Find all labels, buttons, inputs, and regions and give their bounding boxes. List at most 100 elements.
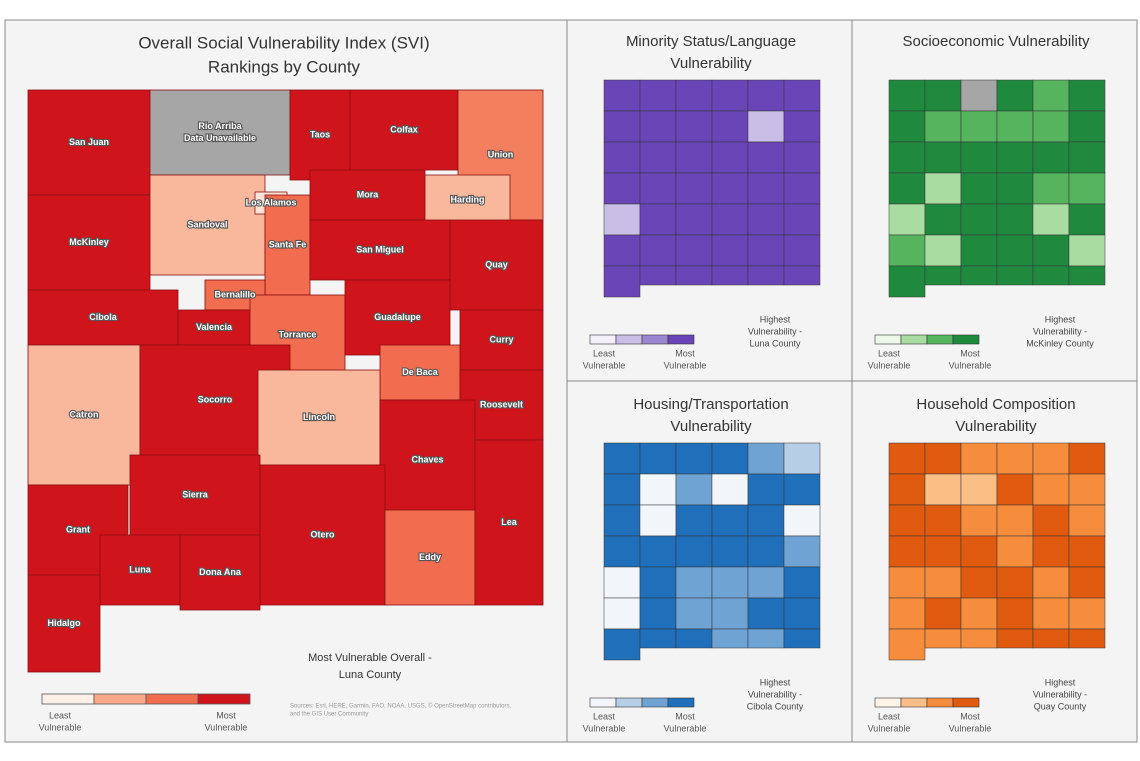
county-cell (1032, 628, 1070, 649)
legend-label: Vulnerable (205, 722, 248, 732)
county-cell (747, 79, 785, 112)
county-cell (603, 203, 641, 236)
county-cell (639, 172, 677, 205)
county-cell (996, 442, 1034, 475)
county-cell (960, 473, 998, 506)
county-label: Dona Ana (199, 567, 242, 577)
county-label: Bernalillo (214, 289, 256, 299)
county-cell (924, 234, 962, 267)
county-cell (639, 597, 677, 630)
county-cell (1068, 234, 1106, 267)
county-cell (1068, 172, 1106, 205)
county-cell (675, 265, 713, 286)
panel-annotation: Quay County (1034, 701, 1087, 711)
panel-annotation: Vulnerability - (748, 326, 802, 336)
panel-title: Housing/Transportation (633, 396, 788, 413)
county-label: Sierra (182, 489, 209, 499)
county-cell (603, 172, 641, 205)
legend-label: Vulnerable (868, 723, 911, 733)
county-cell (675, 110, 713, 143)
county-cell (711, 566, 749, 599)
county-cell (960, 79, 998, 112)
county-cell (639, 79, 677, 112)
county-cell (960, 265, 998, 286)
county-cell (783, 265, 821, 286)
county-label: Lincoln (303, 412, 335, 422)
county-cell (783, 597, 821, 630)
legend-label: Vulnerable (949, 723, 992, 733)
county-label: McKinley (69, 237, 109, 247)
source-text: and the GIS User Community (290, 712, 368, 718)
panel-annotation: Luna County (749, 338, 801, 348)
county-cell (996, 628, 1034, 649)
county-cell (603, 566, 641, 599)
panel-annotation: McKinley County (1026, 338, 1094, 348)
map-title: Overall Social Vulnerability Index (SVI) (138, 33, 429, 52)
county (27, 194, 151, 291)
county-cell (1032, 79, 1070, 112)
county-cell (747, 442, 785, 475)
county-cell (888, 597, 926, 630)
county-cell (747, 473, 785, 506)
panel-annotation: Vulnerability - (748, 689, 802, 699)
county-cell (711, 265, 749, 286)
county (449, 219, 544, 311)
county (309, 219, 451, 281)
county-cell (603, 265, 641, 298)
county-cell (711, 628, 749, 649)
county-cell (1068, 265, 1106, 286)
county-cell (603, 535, 641, 568)
county-label: Chaves (411, 454, 443, 464)
county-cell (783, 141, 821, 174)
legend-label: Least (49, 710, 72, 720)
county (27, 89, 151, 196)
county-cell (960, 597, 998, 630)
county-cell (1068, 110, 1106, 143)
legend-label: Least (593, 711, 616, 721)
county-cell (924, 504, 962, 537)
county-label: Rio Arriba (198, 121, 242, 131)
county-label: Valencia (196, 322, 233, 332)
county-cell (783, 234, 821, 267)
legend-label: Vulnerable (39, 722, 82, 732)
legend-label: Most (960, 711, 980, 721)
county-cell (783, 79, 821, 112)
county-label: Otero (310, 529, 335, 539)
county-label: Grant (66, 524, 90, 534)
county-cell (711, 535, 749, 568)
county-cell (960, 203, 998, 236)
legend-label: Vulnerable (949, 360, 992, 370)
county-cell (1032, 535, 1070, 568)
county-label: Catron (70, 409, 99, 419)
panel-title: Vulnerability (670, 55, 752, 72)
county (27, 289, 179, 346)
county-cell (711, 597, 749, 630)
legend-label: Most (675, 711, 695, 721)
panel-title: Vulnerability (670, 418, 752, 435)
legend-label: Vulnerable (664, 723, 707, 733)
map-annotation: Most Vulnerable Overall - (308, 652, 432, 664)
county (384, 509, 476, 606)
county-cell (639, 504, 677, 537)
panel-annotation: Highest (760, 314, 791, 324)
county-cell (924, 110, 962, 143)
legend-swatch (667, 334, 695, 345)
county-cell (924, 442, 962, 475)
county-cell (603, 110, 641, 143)
county-cell (924, 265, 962, 286)
county-cell (675, 473, 713, 506)
county-cell (960, 141, 998, 174)
county-cell (960, 535, 998, 568)
legend-swatch (926, 334, 954, 345)
panel-map (603, 442, 821, 661)
panel-map (888, 79, 1106, 298)
panel-title: Socioeconomic Vulnerability (902, 33, 1090, 50)
legend-label: Vulnerable (583, 723, 626, 733)
legend-swatch (197, 693, 251, 705)
county-cell (603, 442, 641, 475)
county-cell (783, 504, 821, 537)
county-cell (1032, 172, 1070, 205)
county-label: De Baca (402, 367, 439, 377)
legend-label: Least (593, 348, 616, 358)
